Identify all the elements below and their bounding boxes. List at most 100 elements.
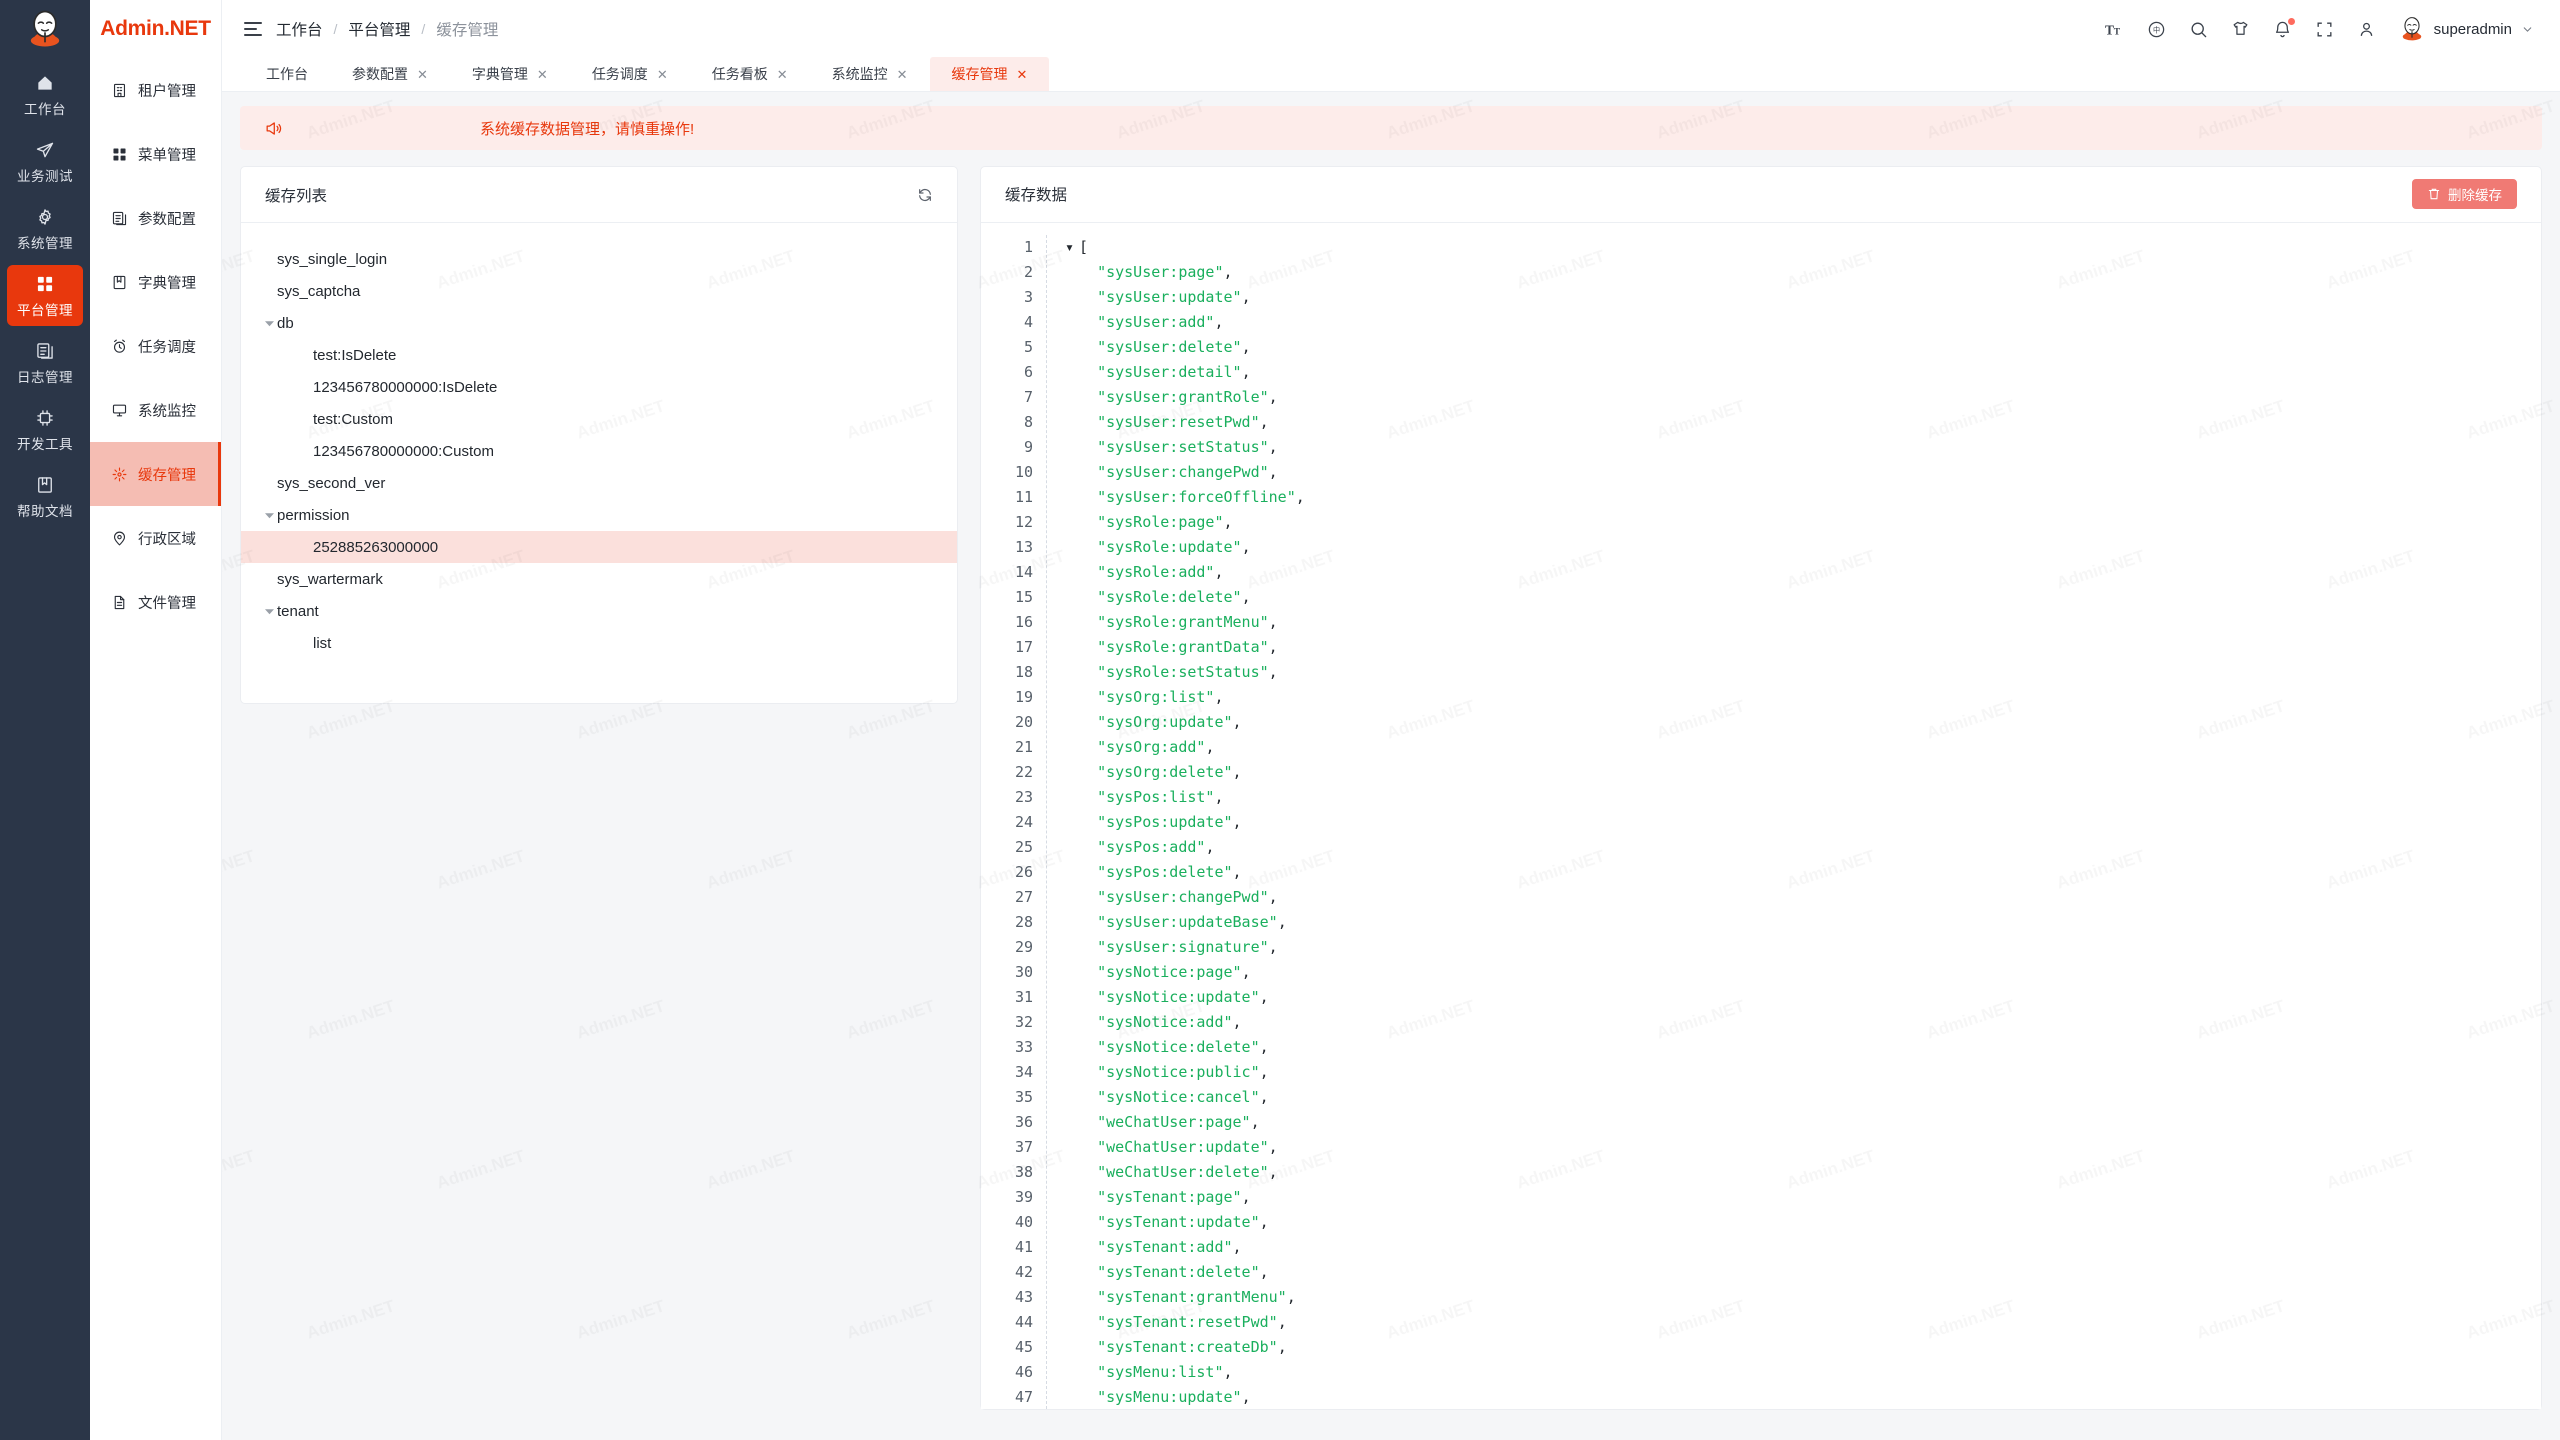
- code-punctuation: ,: [1232, 1237, 1242, 1256]
- caret-down-icon[interactable]: [261, 511, 277, 520]
- code-string: "sysNotice:delete": [1097, 1037, 1260, 1056]
- submenu-item-4[interactable]: 任务调度: [90, 314, 221, 378]
- code-punctuation: ,: [1268, 1162, 1278, 1181]
- sidebar-item-label: 工作台: [24, 102, 66, 117]
- close-icon[interactable]: ✕: [656, 66, 668, 82]
- tab-1[interactable]: 参数配置 ✕: [330, 57, 450, 91]
- json-viewer[interactable]: 1 2 3 4 5 6 7 8 9 10 11 12 13 14 15 16 17 18 19 20 21 22 23 24 2…: [981, 222, 2541, 1409]
- line-number-gutter: 1 2 3 4 5 6 7 8 9 10 11 12 13 14 15 16 17 18 19 20 21 22 23 24 2…: [981, 234, 1047, 1409]
- fullscreen-icon[interactable]: [2315, 20, 2334, 39]
- sidebar-item-label: 平台管理: [17, 303, 73, 318]
- line-number: 4: [1023, 312, 1033, 331]
- submenu-item-8[interactable]: 文件管理: [90, 570, 221, 634]
- tab-3[interactable]: 任务调度 ✕: [570, 57, 690, 91]
- breadcrumb-item-0[interactable]: 工作台: [276, 22, 323, 39]
- tree-node[interactable]: sys_wartermark: [241, 563, 957, 595]
- globe-icon[interactable]: 中: [2147, 20, 2166, 39]
- tree-node[interactable]: tenant: [241, 595, 957, 627]
- submenu-item-label: 任务调度: [138, 339, 196, 356]
- caret-down-icon[interactable]: [261, 607, 277, 616]
- tree-node[interactable]: test:Custom: [241, 403, 957, 435]
- tree-node[interactable]: sys_single_login: [241, 243, 957, 275]
- monk-logo-icon: [30, 10, 60, 47]
- code-line: "sysPos:update",: [1065, 810, 2541, 835]
- app-logo[interactable]: [0, 0, 90, 58]
- close-icon[interactable]: ✕: [896, 66, 908, 82]
- code-string: "sysUser:detail": [1097, 362, 1242, 381]
- code-line: "sysOrg:update",: [1065, 710, 2541, 735]
- line-number: 45: [1014, 1337, 1033, 1356]
- submenu-item-3[interactable]: 字典管理: [90, 250, 221, 314]
- tab-label: 参数配置: [352, 66, 408, 82]
- tab-label: 任务调度: [591, 66, 648, 82]
- submenu-item-2[interactable]: 参数配置: [90, 186, 221, 250]
- submenu-item-6[interactable]: 缓存管理: [90, 442, 221, 506]
- close-icon[interactable]: ✕: [417, 66, 428, 82]
- code-string: "sysRole:grantMenu": [1097, 612, 1269, 631]
- tree-node[interactable]: sys_second_ver: [241, 467, 957, 499]
- line-number: 27: [1014, 887, 1033, 906]
- tab-label: 任务看板: [711, 66, 768, 82]
- tree-node[interactable]: 252885263000000: [241, 531, 957, 563]
- bell-icon[interactable]: [2273, 17, 2295, 39]
- tree-node[interactable]: sys_captcha: [241, 275, 957, 307]
- fold-caret-icon[interactable]: ▾: [1065, 237, 1075, 256]
- tree-node[interactable]: db: [241, 307, 957, 339]
- line-number: 35: [1014, 1087, 1033, 1106]
- breadcrumb-separator: /: [421, 21, 426, 37]
- submenu-item-1[interactable]: 菜单管理: [90, 122, 221, 186]
- delete-cache-button[interactable]: 删除缓存: [2412, 179, 2517, 210]
- svg-text:T: T: [2113, 27, 2120, 37]
- sidebar-item-6[interactable]: 帮助文档: [7, 466, 83, 527]
- json-code-body[interactable]: ▾[ "sysUser:page", "sysUser:update", "sy…: [1047, 235, 2541, 1409]
- tree-node[interactable]: 123456780000000:Custom: [241, 435, 957, 467]
- tree-node-label: tenant: [277, 602, 319, 620]
- close-icon[interactable]: ✕: [536, 66, 548, 82]
- submenu-item-0[interactable]: 租户管理: [90, 58, 221, 122]
- caret-down-icon[interactable]: [261, 319, 277, 328]
- code-string: "sysUser:resetPwd": [1097, 412, 1260, 431]
- submenu-item-5[interactable]: 系统监控: [90, 378, 221, 442]
- code-string: "sysRole:grantData": [1097, 637, 1269, 656]
- sidebar-item-3[interactable]: 平台管理: [7, 265, 83, 326]
- code-line: "sysUser:forceOffline",: [1065, 485, 2541, 510]
- code-line: "sysTenant:resetPwd",: [1065, 1310, 2541, 1335]
- line-number: 6: [1023, 362, 1033, 381]
- close-icon[interactable]: ✕: [1016, 66, 1028, 82]
- sidebar-item-4[interactable]: 日志管理: [7, 332, 83, 393]
- sidebar-item-2[interactable]: 系统管理: [7, 198, 83, 259]
- tree-node[interactable]: list: [241, 627, 957, 659]
- tab-0[interactable]: 工作台: [244, 57, 330, 91]
- refresh-icon[interactable]: [917, 187, 933, 203]
- close-icon[interactable]: ✕: [776, 66, 788, 82]
- line-number: 2: [1023, 262, 1033, 281]
- monitor-icon: [111, 402, 128, 419]
- code-string: "weChatUser:delete": [1097, 1162, 1269, 1181]
- code-punctuation: ,: [1259, 1062, 1269, 1081]
- user-menu[interactable]: superadmin: [2399, 16, 2534, 42]
- tree-node-label: sys_captcha: [277, 282, 361, 300]
- tab-6[interactable]: 缓存管理 ✕: [929, 57, 1050, 91]
- hamburger-icon[interactable]: [244, 22, 262, 36]
- tree-node[interactable]: permission: [241, 499, 957, 531]
- code-punctuation: ,: [1223, 1362, 1233, 1381]
- sidebar-item-1[interactable]: 业务测试: [7, 131, 83, 192]
- code-punctuation: ,: [1277, 912, 1287, 931]
- tab-4[interactable]: 任务看板 ✕: [690, 57, 810, 91]
- line-number: 24: [1014, 812, 1033, 831]
- sidebar-item-0[interactable]: 工作台: [7, 64, 83, 125]
- sidebar-item-5[interactable]: 开发工具: [7, 399, 83, 460]
- code-line: "sysTenant:grantMenu",: [1065, 1285, 2541, 1310]
- tab-2[interactable]: 字典管理 ✕: [450, 57, 570, 91]
- search-icon[interactable]: [2189, 20, 2208, 39]
- shirt-icon[interactable]: [2231, 20, 2250, 39]
- user-icon[interactable]: [2357, 20, 2376, 39]
- tab-5[interactable]: 系统监控 ✕: [810, 57, 930, 91]
- tree-node[interactable]: 123456780000000:IsDelete: [241, 371, 957, 403]
- breadcrumb-item-1[interactable]: 平台管理: [348, 22, 411, 39]
- page-content: 系统缓存数据管理，请慎重操作! 缓存列表 sys_single_: [222, 92, 2560, 1440]
- submenu-item-7[interactable]: 行政区域: [90, 506, 221, 570]
- tree-node[interactable]: test:IsDelete: [241, 339, 957, 371]
